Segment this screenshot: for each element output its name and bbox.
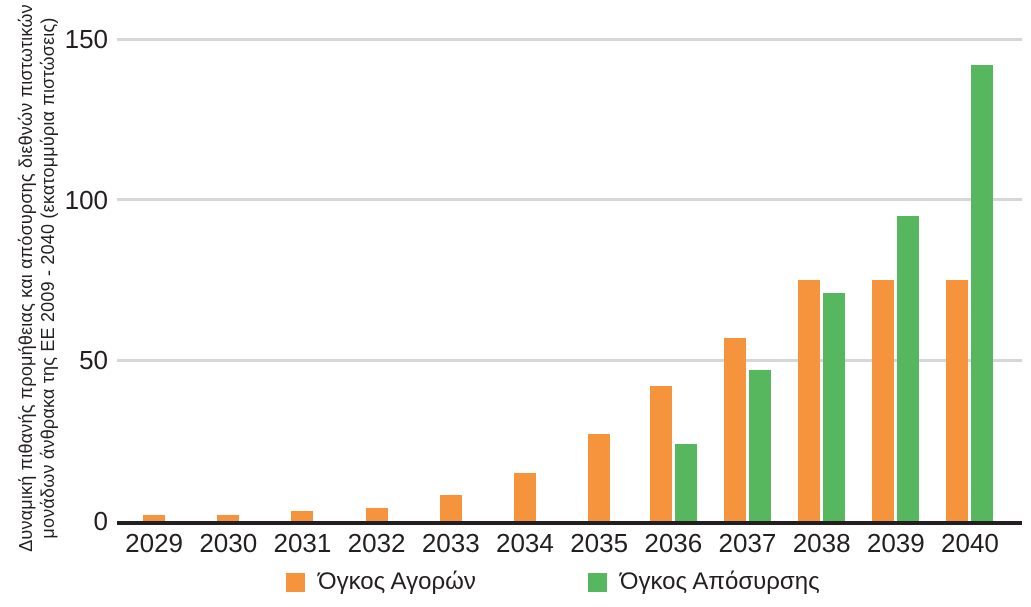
y-tick-label-0: 0 bbox=[93, 506, 108, 536]
bar-group-2031 bbox=[265, 39, 339, 521]
x-axis-label-2038: 2038 bbox=[792, 528, 851, 558]
y-tick-label-100: 100 bbox=[64, 184, 108, 215]
bar-group-2040 bbox=[933, 39, 1007, 521]
bar-group-2029 bbox=[117, 39, 191, 521]
y-axis-title-line2: μονάδων άνθρακα της ΕΕ 2009 - 2040 (εκατ… bbox=[38, 17, 58, 539]
bar-group-2034 bbox=[488, 39, 562, 521]
bar-retirements-2036 bbox=[674, 444, 697, 521]
x-axis-label-2030: 2030 bbox=[199, 528, 258, 558]
x-axis-label-2029: 2029 bbox=[125, 528, 183, 558]
bar-purchases-2033 bbox=[439, 495, 462, 521]
x-axis-label-2039: 2039 bbox=[866, 528, 925, 558]
y-axis-title: Δυναμική πιθανής προμήθειας και απόσυρση… bbox=[15, 4, 59, 552]
legend-label-retirements: Όγκος Απόσυρσης bbox=[619, 568, 820, 595]
bar-retirements-2040 bbox=[971, 65, 994, 521]
gridline-150 bbox=[117, 37, 1022, 41]
x-axis-label-2035: 2035 bbox=[570, 528, 629, 558]
bar-group-2032 bbox=[340, 39, 414, 521]
y-tick-label-50: 50 bbox=[79, 345, 108, 376]
bar-purchases-2029 bbox=[143, 515, 166, 521]
gridline-100 bbox=[117, 198, 1022, 202]
bar-purchases-2038 bbox=[798, 280, 821, 521]
bar-purchases-2036 bbox=[649, 386, 672, 521]
x-axis-labels: 2029 2030 2031 2032 2033 2034 2035 2036 2037 2038… bbox=[117, 528, 1007, 558]
bar-purchases-2037 bbox=[723, 338, 746, 521]
legend-swatch-purchases-icon bbox=[286, 572, 305, 592]
bar-retirements-2037 bbox=[748, 370, 771, 521]
legend-label-purchases: Όγκος Αγορών bbox=[318, 568, 476, 595]
bar-group-2038 bbox=[785, 39, 859, 521]
x-axis-label-2040: 2040 bbox=[941, 528, 999, 558]
gridline-50 bbox=[117, 358, 1022, 362]
x-axis-label-2034: 2034 bbox=[496, 528, 554, 558]
x-axis-label-2031: 2031 bbox=[273, 528, 332, 558]
bar-retirements-2038 bbox=[823, 293, 846, 521]
legend-item-retirements: Όγκος Απόσυρσης bbox=[587, 568, 820, 596]
bar-purchases-2032 bbox=[365, 508, 388, 521]
x-axis-label-2032: 2032 bbox=[347, 528, 406, 558]
bar-purchases-2034 bbox=[513, 473, 536, 521]
bar-purchases-2030 bbox=[217, 515, 240, 521]
legend: Όγκος Αγορών Όγκος Απόσυρσης bbox=[286, 568, 820, 596]
bar-group-2037 bbox=[710, 39, 784, 521]
x-axis-label-2037: 2037 bbox=[718, 528, 777, 558]
x-axis-label-2033: 2033 bbox=[421, 528, 480, 558]
legend-item-purchases: Όγκος Αγορών bbox=[286, 568, 476, 596]
bar-purchases-2035 bbox=[588, 434, 611, 521]
bar-group-2036 bbox=[636, 39, 710, 521]
bar-retirements-2039 bbox=[897, 216, 920, 521]
bar-group-2039 bbox=[859, 39, 933, 521]
bar-group-2033 bbox=[414, 39, 488, 521]
bar-group-2030 bbox=[191, 39, 265, 521]
bar-purchases-2040 bbox=[946, 280, 969, 521]
bar-purchases-2031 bbox=[291, 511, 314, 521]
y-axis-title-line1: Δυναμική πιθανής προμήθειας και απόσυρση… bbox=[16, 4, 36, 552]
bar-group-2035 bbox=[562, 39, 636, 521]
y-tick-label-150: 150 bbox=[64, 24, 108, 54]
bar-purchases-2039 bbox=[872, 280, 895, 521]
plot-area bbox=[117, 37, 1022, 525]
legend-swatch-retirements-icon bbox=[587, 572, 607, 592]
bars-row bbox=[117, 39, 1007, 521]
x-axis-label-2036: 2036 bbox=[644, 528, 703, 558]
